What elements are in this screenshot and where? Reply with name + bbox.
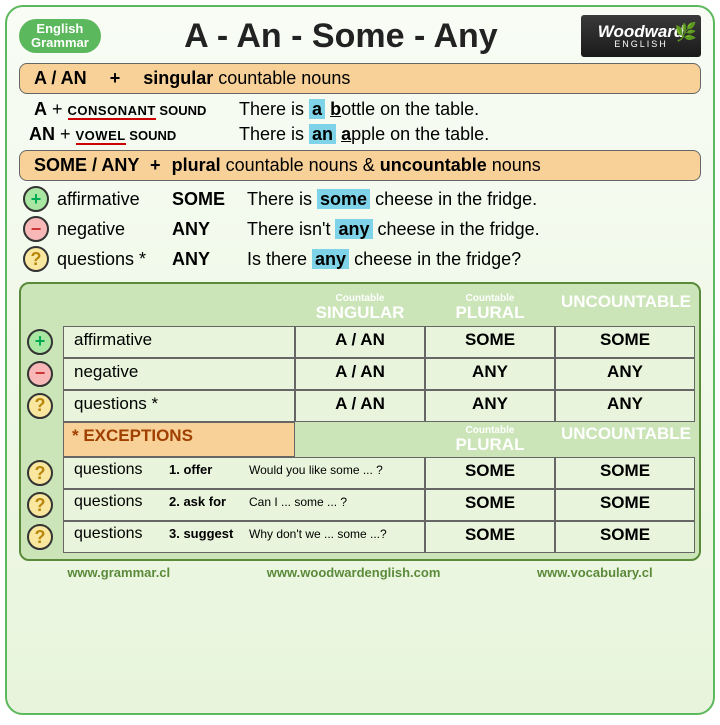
vowel-label: VOWEL	[76, 128, 126, 145]
usage-label: affirmative	[57, 189, 172, 210]
table-cell: A / AN	[295, 390, 425, 422]
bar-left: A / AN	[34, 68, 87, 88]
minus-icon: −	[23, 216, 49, 242]
col-plural: CountablePLURAL	[425, 422, 555, 458]
footer-url: www.vocabulary.cl	[537, 565, 653, 580]
row-label: affirmative	[63, 326, 295, 358]
row-label: negative	[63, 358, 295, 390]
table-cell: ANY	[425, 358, 555, 390]
example-an: There is an apple on the table.	[239, 124, 489, 145]
q-icon: ?	[27, 524, 53, 550]
det-a: A	[34, 99, 47, 119]
fern-icon: 🌿	[675, 23, 697, 41]
footer-links: www.grammar.cl www.woodwardenglish.com w…	[19, 565, 701, 580]
footer-url: www.grammar.cl	[67, 565, 170, 580]
footer-url: www.woodwardenglish.com	[267, 565, 441, 580]
q-icon: ?	[27, 460, 53, 486]
q-icon: ?	[27, 393, 53, 419]
table-cell: SOME	[555, 489, 695, 521]
usage-label: questions *	[57, 249, 172, 270]
rule-left: A + CONSONANT SOUND	[29, 99, 239, 120]
determiner: SOME	[172, 189, 247, 210]
example-text: There isn't any cheese in the fridge.	[247, 219, 540, 240]
rule-bar-some-any: SOME / ANY + plural countable nouns & un…	[19, 150, 701, 181]
usage-row: − negative ANY There isn't any cheese in…	[19, 214, 701, 244]
logo-subtext: ENGLISH	[614, 40, 668, 49]
rule-row-an: AN + VOWEL SOUND There is an apple on th…	[19, 122, 701, 147]
determiner: ANY	[172, 219, 247, 240]
rule-left: AN + VOWEL SOUND	[29, 124, 239, 145]
example-text: Is there any cheese in the fridge?	[247, 249, 521, 270]
table-cell: SOME	[425, 489, 555, 521]
table-row: ? questions * A / AN ANY ANY	[25, 390, 695, 422]
example-a: There is a bottle on the table.	[239, 99, 479, 120]
minus-icon: −	[27, 361, 53, 387]
exception-row: ? questions3. suggestWhy don't we ... so…	[25, 521, 695, 553]
plus-icon: +	[27, 329, 53, 355]
table-cell: SOME	[425, 457, 555, 489]
exception-label: questions2. ask forCan I ... some ... ?	[63, 489, 425, 521]
col-uncountable: UNCOUNTABLE	[555, 290, 695, 326]
exceptions-label: * EXCEPTIONS	[63, 422, 295, 458]
table-cell: SOME	[425, 326, 555, 358]
header: English Grammar A - An - Some - Any Wood…	[19, 15, 701, 57]
table-row: + affirmative A / AN SOME SOME	[25, 326, 695, 358]
q-icon: ?	[23, 246, 49, 272]
page-title: A - An - Some - Any	[111, 17, 571, 56]
rule-row-a: A + CONSONANT SOUND There is a bottle on…	[19, 97, 701, 122]
determiner: ANY	[172, 249, 247, 270]
q-icon: ?	[27, 492, 53, 518]
table-cell: SOME	[555, 326, 695, 358]
table-cell: A / AN	[295, 358, 425, 390]
bar-bold: singular	[143, 68, 213, 88]
det-an: AN	[29, 124, 55, 144]
row-label: questions *	[63, 390, 295, 422]
usage-row: + affirmative SOME There is some cheese …	[19, 184, 701, 214]
brand-logo: Woodward ENGLISH 🌿	[581, 15, 701, 57]
table-cell: ANY	[555, 358, 695, 390]
exceptions-head: * EXCEPTIONS CountablePLURAL UNCOUNTABLE	[25, 422, 695, 458]
usage-label: negative	[57, 219, 172, 240]
grammar-card: English Grammar A - An - Some - Any Wood…	[5, 5, 715, 715]
summary-table: CountableSINGULAR CountablePLURAL UNCOUN…	[19, 282, 701, 561]
bar-rest: countable nouns	[213, 68, 350, 88]
col-singular: CountableSINGULAR	[295, 290, 425, 326]
table-row: − negative A / AN ANY ANY	[25, 358, 695, 390]
table-head: CountableSINGULAR CountablePLURAL UNCOUN…	[25, 290, 695, 326]
col-plural: CountablePLURAL	[425, 290, 555, 326]
exception-label: questions1. offerWould you like some ...…	[63, 457, 425, 489]
badge-line2: Grammar	[31, 36, 89, 50]
table-cell: SOME	[555, 457, 695, 489]
usage-row: ? questions * ANY Is there any cheese in…	[19, 244, 701, 274]
consonant-label: CONSONANT	[68, 103, 156, 120]
plus-sign: +	[110, 68, 121, 88]
rule-bar-a-an: A / AN + singular countable nouns	[19, 63, 701, 94]
plus-icon: +	[23, 186, 49, 212]
exception-row: ? questions2. ask forCan I ... some ... …	[25, 489, 695, 521]
table-cell: ANY	[425, 390, 555, 422]
example-text: There is some cheese in the fridge.	[247, 189, 537, 210]
exception-label: questions3. suggestWhy don't we ... some…	[63, 521, 425, 553]
bar-left: SOME / ANY	[34, 155, 139, 175]
plus-sign: +	[150, 155, 161, 175]
badge-line1: English	[31, 22, 89, 36]
table-cell: SOME	[555, 521, 695, 553]
col-uncountable: UNCOUNTABLE	[555, 422, 695, 458]
logo-text: Woodward	[598, 23, 685, 40]
table-cell: ANY	[555, 390, 695, 422]
subject-badge: English Grammar	[19, 19, 101, 54]
table-cell: A / AN	[295, 326, 425, 358]
table-cell: SOME	[425, 521, 555, 553]
exception-row: ? questions1. offerWould you like some .…	[25, 457, 695, 489]
